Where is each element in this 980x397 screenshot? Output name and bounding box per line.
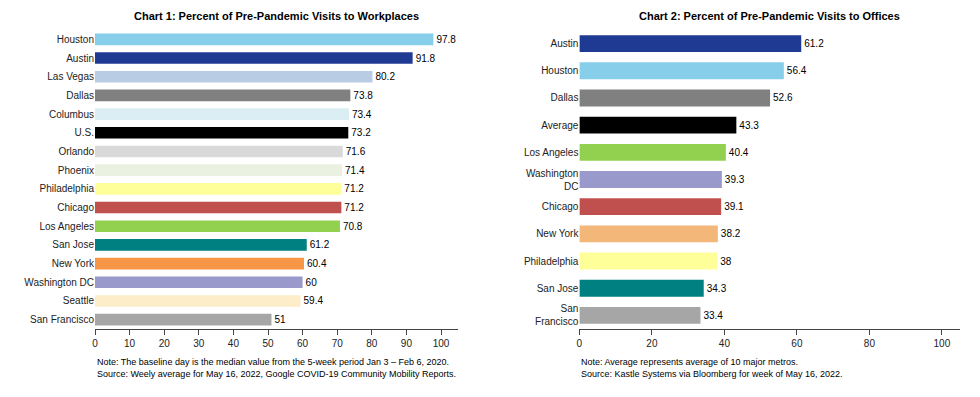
svg-text:60.4: 60.4: [307, 258, 327, 269]
svg-text:Dallas: Dallas: [66, 90, 94, 101]
svg-text:Los Angeles: Los Angeles: [524, 147, 579, 158]
svg-text:10: 10: [124, 338, 136, 349]
svg-text:Chart 1: Percent of Pre-Pandem: Chart 1: Percent of Pre-Pandemic Visits …: [134, 10, 419, 22]
svg-text:Austin: Austin: [66, 53, 94, 64]
svg-text:50: 50: [262, 338, 274, 349]
svg-text:33.4: 33.4: [703, 310, 723, 321]
svg-text:73.4: 73.4: [352, 109, 372, 120]
svg-text:39.3: 39.3: [725, 174, 745, 185]
svg-text:71.2: 71.2: [344, 202, 364, 213]
svg-text:20: 20: [646, 338, 658, 349]
svg-text:0: 0: [92, 338, 98, 349]
svg-text:73.8: 73.8: [353, 90, 373, 101]
svg-text:70: 70: [332, 338, 344, 349]
svg-text:Seattle: Seattle: [63, 295, 95, 306]
svg-text:Los Angeles: Los Angeles: [40, 221, 95, 232]
svg-text:51: 51: [274, 314, 286, 325]
svg-text:56.4: 56.4: [787, 65, 807, 76]
svg-text:59.4: 59.4: [304, 295, 324, 306]
svg-text:San Jose: San Jose: [537, 283, 579, 294]
svg-text:34.3: 34.3: [707, 283, 727, 294]
svg-text:Houston: Houston: [57, 34, 94, 45]
svg-text:91.8: 91.8: [416, 53, 436, 64]
svg-text:Chicago: Chicago: [57, 202, 94, 213]
svg-text:Average: Average: [541, 120, 579, 131]
svg-text:73.2: 73.2: [351, 127, 371, 138]
svg-text:New York: New York: [52, 258, 95, 269]
svg-text:Washington DC: Washington DC: [24, 277, 94, 288]
svg-text:Note: Average represents avera: Note: Average represents average of 10 m…: [581, 357, 843, 379]
svg-text:60: 60: [297, 338, 309, 349]
svg-text:New York: New York: [536, 228, 579, 239]
svg-text:40.4: 40.4: [729, 147, 749, 158]
svg-text:San Jose: San Jose: [52, 239, 94, 250]
svg-text:100: 100: [934, 338, 951, 349]
svg-text:Las Vegas: Las Vegas: [47, 71, 94, 82]
svg-text:40: 40: [719, 338, 731, 349]
svg-text:Chart 2: Percent of Pre-Pandem: Chart 2: Percent of Pre-Pandemic Visits …: [639, 10, 900, 22]
svg-text:30: 30: [193, 338, 205, 349]
svg-text:Note: The baseline day is the: Note: The baseline day is the median val…: [97, 357, 456, 379]
svg-text:61.2: 61.2: [804, 38, 824, 49]
svg-text:38.2: 38.2: [721, 228, 741, 239]
svg-text:40: 40: [228, 338, 240, 349]
svg-text:100: 100: [433, 338, 450, 349]
svg-text:80: 80: [864, 338, 876, 349]
svg-text:Orlando: Orlando: [58, 146, 94, 157]
svg-text:Columbus: Columbus: [49, 109, 94, 120]
svg-text:SanFrancisco: SanFrancisco: [535, 303, 579, 327]
svg-text:60: 60: [791, 338, 803, 349]
svg-text:Philadelphia: Philadelphia: [524, 256, 579, 267]
svg-text:Phoenix: Phoenix: [58, 165, 94, 176]
svg-text:61.2: 61.2: [310, 239, 330, 250]
svg-text:70.8: 70.8: [343, 221, 363, 232]
svg-text:39.1: 39.1: [724, 201, 744, 212]
svg-text:Philadelphia: Philadelphia: [40, 183, 95, 194]
svg-text:71.4: 71.4: [345, 165, 365, 176]
svg-text:WashingtonDC: WashingtonDC: [526, 168, 578, 192]
svg-text:52.6: 52.6: [773, 92, 793, 103]
svg-text:Dallas: Dallas: [551, 92, 579, 103]
svg-text:20: 20: [159, 338, 171, 349]
svg-text:71.6: 71.6: [346, 146, 366, 157]
svg-text:Austin: Austin: [551, 38, 579, 49]
svg-text:60: 60: [306, 277, 318, 288]
svg-text:43.3: 43.3: [739, 120, 759, 131]
svg-text:97.8: 97.8: [436, 34, 456, 45]
svg-text:Chicago: Chicago: [542, 201, 579, 212]
svg-text:80.2: 80.2: [375, 71, 395, 82]
svg-text:U.S.: U.S.: [75, 127, 94, 138]
svg-text:San Francisco: San Francisco: [30, 314, 94, 325]
svg-text:90: 90: [401, 338, 413, 349]
svg-text:0: 0: [577, 338, 583, 349]
svg-text:38: 38: [720, 256, 732, 267]
svg-text:80: 80: [366, 338, 378, 349]
svg-text:71.2: 71.2: [344, 183, 364, 194]
svg-text:Houston: Houston: [541, 65, 578, 76]
